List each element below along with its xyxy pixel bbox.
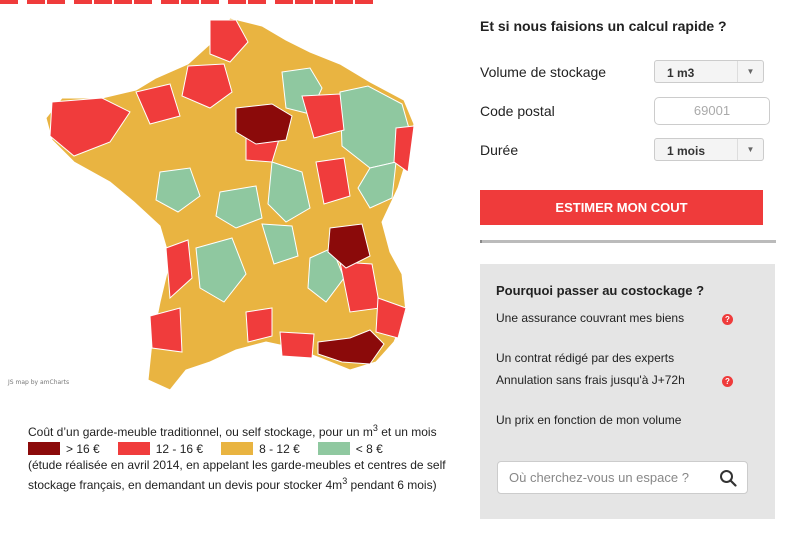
help-icon[interactable]: ?	[722, 314, 733, 325]
france-map-svg[interactable]	[10, 12, 440, 392]
separator	[480, 240, 776, 243]
duree-row: Durée 1 mois ▼	[480, 130, 770, 169]
page-title-cut: ▬ ▬▬ ▬▬▬▬ ▬▬▬ ▬▬ ▬▬▬▬▬ ▬▬▬	[0, 0, 400, 8]
postal-row: Code postal 69001	[480, 91, 770, 130]
map-region-high[interactable]	[165, 239, 193, 300]
calculator-title: Et si nous faisions un calcul rapide ?	[480, 18, 727, 34]
map-region-high[interactable]	[393, 125, 415, 173]
legend-item: > 16 €	[28, 441, 100, 457]
map-region-very-high[interactable]	[235, 103, 293, 145]
map-region-low[interactable]	[195, 237, 247, 303]
search-icon[interactable]	[719, 469, 737, 487]
map-region-high[interactable]	[301, 93, 345, 139]
duree-select[interactable]: 1 mois ▼	[654, 138, 764, 161]
legend-item: 8 - 12 €	[221, 441, 300, 457]
why-panel: Pourquoi passer au costockage ? Une assu…	[480, 264, 775, 519]
map-region-low[interactable]	[357, 161, 397, 209]
map-region-very-high[interactable]	[317, 329, 385, 365]
why-item: Une assurance couvrant mes biens	[496, 311, 685, 325]
legend-item: 12 - 16 €	[117, 441, 203, 457]
why-title: Pourquoi passer au costockage ?	[496, 283, 705, 298]
chevron-down-icon: ▼	[737, 139, 763, 160]
why-item: Un prix en fonction de mon volume	[496, 413, 682, 427]
search-placeholder: Où cherchez-vous un espace ?	[509, 470, 689, 485]
duree-label: Durée	[480, 141, 519, 158]
search-input[interactable]: Où cherchez-vous un espace ?	[497, 461, 748, 494]
help-icon[interactable]: ?	[722, 376, 733, 387]
legend-swatch	[317, 442, 350, 455]
map-region-high[interactable]	[135, 83, 181, 125]
legend-note: (étude réalisée en avril 2014, en appela…	[28, 458, 446, 492]
map-region-very-high[interactable]	[327, 223, 371, 269]
legend-caption: Coût d’un garde-meuble traditionnel, ou …	[28, 423, 437, 439]
map-region-high[interactable]	[149, 307, 183, 353]
quick-calculator: Et si nous faisions un calcul rapide ? V…	[480, 18, 770, 169]
postal-label: Code postal	[480, 102, 555, 119]
map-region-high[interactable]	[279, 331, 315, 359]
volume-select[interactable]: 1 m3 ▼	[654, 60, 764, 83]
legend-swatch	[117, 442, 150, 455]
estimate-button[interactable]: ESTIMER MON COUT	[480, 190, 763, 225]
legend-swatch	[221, 442, 254, 455]
volume-row: Volume de stockage 1 m3 ▼	[480, 52, 770, 91]
map-region-low[interactable]	[267, 161, 311, 223]
why-item: Annulation sans frais jusqu'à J+72h	[496, 373, 685, 387]
chevron-down-icon: ▼	[737, 61, 763, 82]
legend-item: < 8 €	[317, 441, 383, 457]
postal-input[interactable]: 69001	[654, 96, 770, 125]
map-region-high[interactable]	[315, 157, 351, 205]
volume-label: Volume de stockage	[480, 63, 607, 80]
map-region-high[interactable]	[375, 297, 407, 339]
france-map[interactable]	[10, 12, 440, 392]
legend-swatches: > 16 € 12 - 16 € 8 - 12 € < 8 €	[28, 440, 448, 457]
map-region-high[interactable]	[245, 307, 273, 343]
why-item: Un contrat rédigé par des experts	[496, 351, 675, 365]
map-region-high[interactable]	[49, 97, 131, 157]
map-credit: JS map by amCharts	[8, 379, 70, 386]
legend-swatch	[28, 442, 60, 455]
map-region-low[interactable]	[261, 223, 299, 265]
map-region-low[interactable]	[155, 167, 201, 213]
map-region-low[interactable]	[215, 185, 263, 229]
map-region-high[interactable]	[181, 63, 233, 109]
map-region-high[interactable]	[209, 19, 249, 63]
map-legend: Coût d’un garde-meuble traditionnel, ou …	[28, 420, 448, 493]
